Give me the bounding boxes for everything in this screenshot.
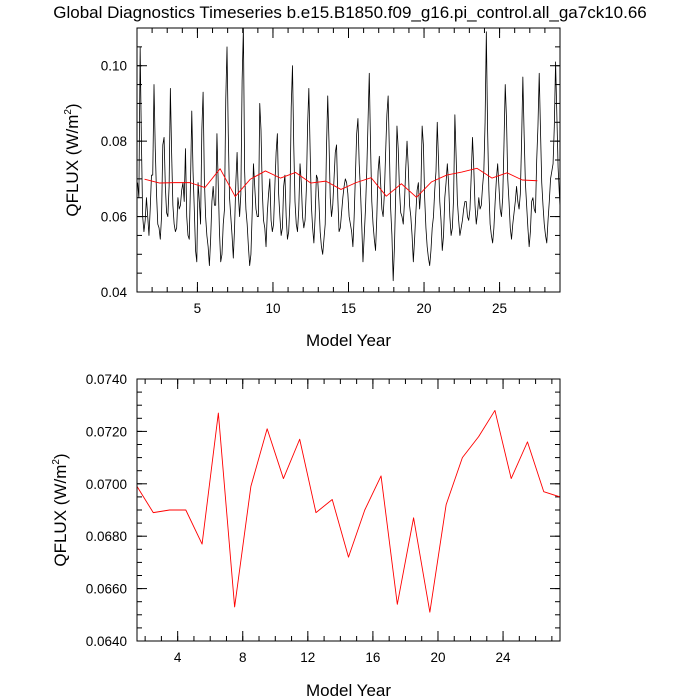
bottom-panel-annual-timeseries: 4 8 12 16 20 24 0.0640 0.0660 0.0680 0.0700 0.0720…	[51, 372, 561, 700]
annual-mean-series-line	[144, 167, 538, 198]
x-axis-title: Model Year	[306, 681, 391, 700]
plot-frame	[136, 27, 561, 293]
y-tick-label: 0.06	[101, 210, 127, 225]
y-tick-label: 0.0680	[86, 529, 127, 544]
monthly-series-line	[137, 28, 560, 282]
y-tick-label: 0.0720	[86, 424, 127, 439]
y-axis-title-close: )	[63, 103, 82, 109]
x-tick-label: 8	[239, 650, 247, 665]
x-tick-label: 24	[496, 650, 512, 665]
x-tick-label: 15	[341, 301, 356, 316]
y-axis-title: QFLUX (W/m2)	[51, 453, 70, 566]
y-tick-label: 0.0740	[86, 372, 127, 387]
y-axis-title-main: QFLUX (W/m	[63, 115, 82, 217]
x-tick-label: 10	[265, 301, 280, 316]
x-tick-label: 16	[365, 650, 380, 665]
plot-frame	[136, 378, 561, 642]
top-panel-monthly-timeseries: 5 10 15 20 25 0.04 0.06 0.08 0.10 Model Year QFLUX…	[63, 27, 561, 350]
y-tick-label: 0.10	[101, 59, 127, 74]
y-axis-title-superscript: 2	[51, 459, 62, 465]
x-tick-label: 25	[492, 301, 507, 316]
figure-title: Global Diagnostics Timeseries b.e15.B185…	[53, 3, 647, 22]
y-tick-label: 0.04	[101, 285, 128, 300]
y-axis-title-main: QFLUX (W/m	[51, 465, 70, 567]
x-axis-title: Model Year	[306, 331, 391, 350]
y-axis-title: QFLUX (W/m2)	[63, 103, 82, 216]
x-tick-label: 20	[430, 650, 445, 665]
x-tick-label: 5	[194, 301, 202, 316]
y-tick-label: 0.0700	[86, 477, 127, 492]
annual-mean-series-line	[137, 409, 560, 613]
y-axis-title-superscript: 2	[63, 109, 74, 115]
x-tick-label: 12	[300, 650, 315, 665]
x-tick-label: 20	[417, 301, 432, 316]
y-tick-label: 0.0660	[86, 582, 127, 597]
y-tick-label: 0.08	[101, 134, 127, 149]
y-axis-title-close: )	[51, 453, 70, 459]
x-tick-label: 4	[174, 650, 182, 665]
y-tick-label: 0.0640	[86, 634, 127, 649]
